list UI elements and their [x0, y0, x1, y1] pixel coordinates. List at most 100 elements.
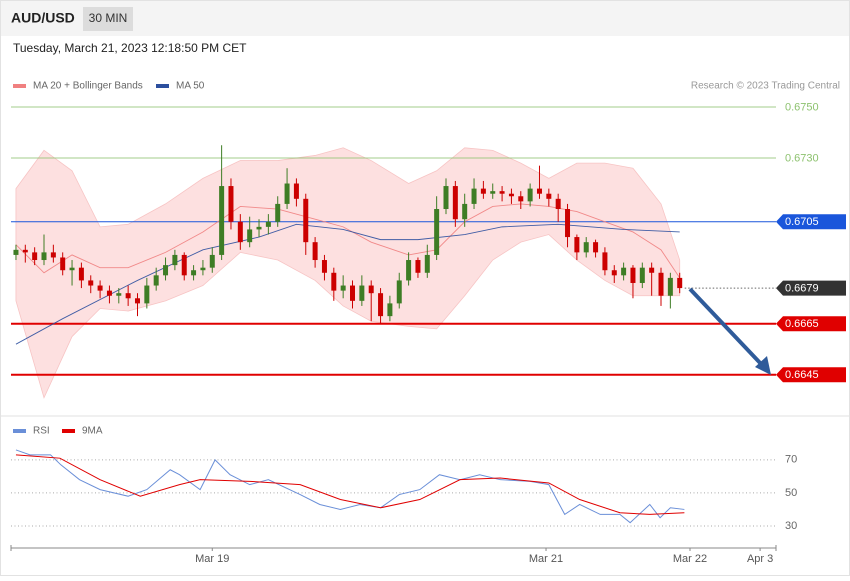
candle-body [621, 267, 627, 276]
candle-body [677, 277, 683, 289]
candle-body [452, 186, 458, 220]
y-tick-label: 50 [785, 487, 797, 499]
candle-body [219, 186, 225, 255]
arrow-shaft [688, 287, 765, 368]
candle-body [434, 209, 440, 255]
interval-badge [83, 7, 133, 31]
y-tick-label: 30 [785, 520, 797, 532]
candle-body [667, 277, 673, 296]
bollinger-band [15, 147, 681, 399]
arrow-head [755, 356, 771, 375]
level-label: 0.6665 [785, 318, 819, 330]
interval: 30 MIN [89, 11, 128, 25]
legend-label: 9MA [82, 426, 103, 437]
candle-body [574, 237, 580, 253]
moving-average [15, 223, 680, 345]
symbol: AUD/USD [11, 10, 75, 26]
candle-body [593, 242, 599, 253]
candle-body [265, 221, 271, 227]
candle-body [649, 267, 655, 273]
candle-body [321, 260, 327, 273]
source: Research © 2023 Trading Central [691, 81, 840, 92]
candle-body [163, 265, 169, 276]
candle-body [293, 183, 299, 199]
candle-body [60, 257, 66, 271]
candle-body [546, 193, 552, 199]
candle-body [78, 267, 84, 281]
level-label: 0.6645 [785, 369, 819, 381]
candle-body [125, 293, 131, 299]
candle-body [490, 191, 496, 194]
level-label: 0.6750 [785, 101, 819, 113]
legend-swatch [62, 429, 75, 433]
level-box [776, 214, 846, 230]
candle-body [480, 188, 486, 194]
candle-body [536, 188, 542, 194]
rsi-panel: RSI 9MA 70 50 30 Mar 19 Mar 21 Mar 22 Apr 3 [10, 426, 797, 565]
x-tick-label: Mar 22 [673, 553, 707, 565]
candle-body [611, 270, 617, 276]
candle-body [396, 280, 402, 304]
candle-body [508, 193, 514, 197]
candle-body [340, 285, 346, 291]
candle-body [144, 285, 150, 304]
candle-body [275, 203, 281, 222]
candle-body [22, 249, 28, 253]
candle-body [565, 209, 571, 238]
candle-body [228, 186, 234, 222]
candle-body [406, 260, 412, 281]
candle-body [387, 303, 393, 317]
candle-body [88, 280, 94, 286]
candle-body [424, 254, 430, 273]
candle-body [527, 188, 533, 202]
candle-body [191, 270, 197, 276]
price-panel: MA 20 + Bollinger Bands MA 50 0.6750 0.6730… [11, 81, 846, 399]
moving-average [15, 203, 681, 279]
legend-swatch [13, 84, 26, 88]
header-bar [0, 0, 850, 36]
candle-body [555, 198, 561, 210]
candle-body [350, 285, 356, 301]
candle-body [172, 254, 178, 266]
legend-label: MA 20 + Bollinger Bands [33, 81, 143, 92]
candle-body [134, 298, 140, 304]
candle-body [415, 260, 421, 273]
candle-body [312, 242, 318, 261]
candle-body [639, 267, 645, 283]
candle-body [518, 196, 524, 202]
candle-body [237, 221, 243, 243]
candle-body [658, 272, 664, 296]
candle-body [378, 293, 384, 317]
candle-body [200, 267, 206, 271]
series-line [15, 449, 685, 524]
legend-swatch [156, 84, 169, 88]
x-tick-label: Mar 19 [195, 553, 229, 565]
candle-body [462, 203, 468, 220]
level-label: 0.6705 [785, 216, 819, 228]
x-tick-label: Apr 3 [747, 553, 773, 565]
candle-body [331, 272, 337, 291]
legend-label: RSI [33, 426, 50, 437]
candle-body [247, 229, 253, 243]
level-label: 0.6730 [785, 152, 819, 164]
candle-body [32, 252, 38, 261]
timestamp: Tuesday, March 21, 2023 12:18:50 PM CET [13, 41, 247, 55]
candle-body [97, 285, 103, 291]
candle-body [106, 290, 112, 296]
candle-body [602, 252, 608, 271]
y-tick-label: 70 [785, 454, 797, 466]
candle-body [368, 285, 374, 294]
candle-body [443, 186, 449, 210]
candle-body [116, 293, 122, 296]
candle-body [630, 267, 636, 283]
candle-body [303, 198, 309, 243]
candle-body [284, 183, 290, 204]
level-box [776, 367, 846, 383]
series-line [15, 454, 685, 515]
candle-body [13, 249, 19, 255]
candle-body [583, 242, 589, 253]
candle-body [41, 252, 47, 261]
legend-label: MA 50 [176, 81, 205, 92]
candle-body [256, 226, 262, 230]
